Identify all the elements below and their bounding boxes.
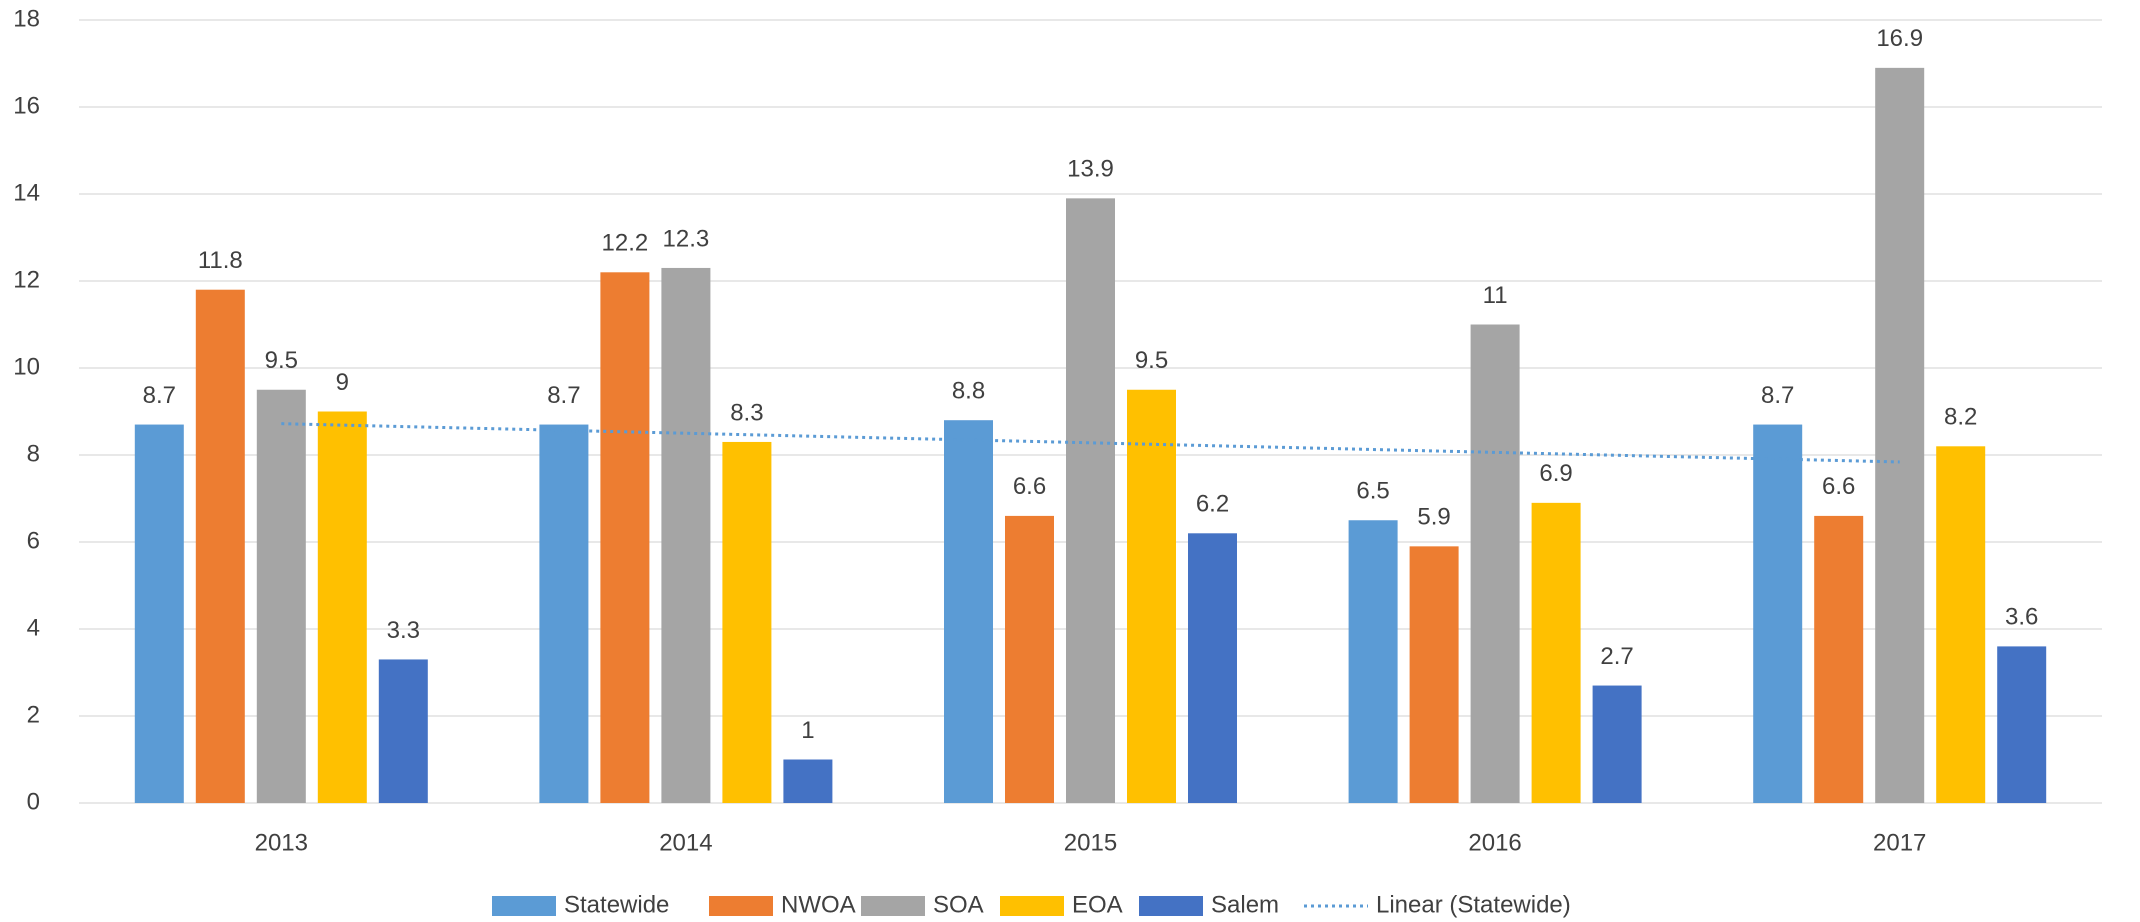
bar [378,659,428,803]
data-label: 1 [801,717,814,744]
bar [1470,324,1520,803]
y-tick-label: 0 [27,788,40,815]
bar [195,289,245,803]
data-label: 6.9 [1539,460,1572,487]
bar [1592,685,1642,803]
data-label: 12.3 [663,225,710,252]
legend-swatch [861,896,925,916]
bar [317,411,367,803]
bar [1875,67,1925,804]
x-tick-label: 2016 [1468,829,1521,856]
bar [783,759,833,803]
bar [600,272,650,803]
data-label: 8.7 [1761,382,1794,409]
data-label: 9 [336,369,349,396]
y-tick-label: 14 [13,179,40,206]
legend-label: EOA [1072,891,1123,918]
y-tick-label: 10 [13,353,40,380]
bar [1409,546,1459,803]
bar [661,267,711,803]
legend-label: Salem [1211,891,1279,918]
data-label: 9.5 [265,347,298,374]
y-tick-label: 6 [27,527,40,554]
data-label: 6.2 [1196,491,1229,518]
x-tick-label: 2014 [659,829,712,856]
bar [1997,646,2047,803]
data-label: 8.3 [730,399,763,426]
bar [722,441,772,803]
bar [256,389,306,803]
y-tick-label: 18 [13,5,40,32]
y-tick-label: 4 [27,614,40,641]
x-tick-label: 2015 [1064,829,1117,856]
bar [1188,533,1237,803]
legend-label: NWOA [781,891,856,918]
bar [944,420,993,803]
data-label: 2.7 [1600,643,1633,670]
data-label: 6.6 [1013,473,1046,500]
data-label: 8.2 [1944,404,1977,431]
bar [1814,515,1864,803]
bar [1005,515,1054,803]
legend-swatch [1139,896,1203,916]
data-label: 11 [1483,282,1508,309]
bar [134,424,184,803]
bar [1127,389,1176,803]
legend-swatch [709,896,773,916]
bar [1531,502,1581,803]
data-label: 9.5 [1135,347,1168,374]
legend-swatch [492,896,556,916]
x-tick-label: 2013 [255,829,308,856]
data-label: 3.3 [387,617,420,644]
y-tick-label: 8 [27,440,40,467]
data-label: 8.7 [547,382,580,409]
data-label: 8.8 [952,378,985,405]
data-label: 11.8 [198,247,243,274]
legend-label: Statewide [564,891,669,918]
data-label: 3.6 [2005,604,2038,631]
data-label: 12.2 [602,230,649,257]
data-label: 8.7 [143,382,176,409]
data-label: 5.9 [1417,504,1450,531]
data-label: 6.5 [1356,478,1389,505]
bar [1066,198,1115,804]
bar [1753,424,1803,803]
legend-swatch [1000,896,1064,916]
y-tick-label: 2 [27,701,40,728]
legend-label: Linear (Statewide) [1376,891,1571,918]
x-tick-label: 2017 [1873,829,1926,856]
y-tick-label: 16 [13,92,40,119]
bar [1936,446,1986,803]
bar [539,424,589,803]
legend-label: SOA [933,891,984,918]
data-label: 6.6 [1822,473,1855,500]
data-label: 16.9 [1876,25,1923,52]
data-label: 13.9 [1067,156,1114,183]
bar [1348,520,1398,803]
y-tick-label: 12 [13,266,40,293]
